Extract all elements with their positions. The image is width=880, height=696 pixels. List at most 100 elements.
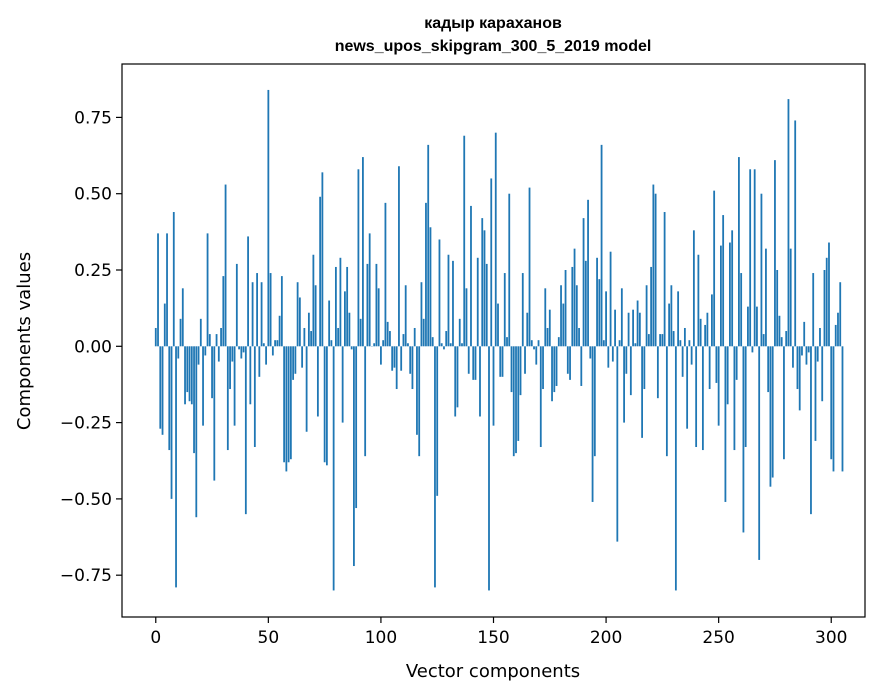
bar (641, 346, 643, 438)
bar (600, 144, 603, 347)
bar (555, 346, 558, 386)
bar (436, 346, 439, 496)
bar (463, 135, 466, 347)
y-axis-label: Components values (14, 252, 35, 430)
bar (240, 346, 243, 359)
bar (206, 233, 209, 347)
bar (285, 346, 288, 472)
bar (769, 346, 772, 487)
bar (366, 263, 369, 347)
bar (447, 254, 450, 347)
bar (350, 346, 353, 350)
bar (611, 346, 614, 362)
bar (316, 346, 319, 417)
bar (472, 346, 475, 380)
bar (557, 337, 560, 347)
bar (287, 346, 290, 463)
bar (593, 346, 596, 457)
bar (587, 199, 589, 347)
bar (819, 327, 821, 347)
bar (271, 346, 274, 356)
bar (328, 300, 331, 347)
y-tick-label: 0.25 (74, 261, 112, 281)
bar (172, 212, 175, 347)
bar (695, 346, 698, 448)
bar (553, 346, 556, 393)
bar (668, 303, 671, 347)
bar (289, 346, 292, 460)
bar (758, 346, 761, 560)
y-tick-label: −0.75 (60, 566, 112, 586)
bar (643, 346, 646, 390)
bar (398, 166, 400, 347)
bar (409, 346, 412, 374)
bar (260, 282, 263, 347)
bar (616, 346, 619, 542)
y-tick-label: −0.50 (60, 490, 112, 510)
bar (413, 327, 416, 347)
bar (353, 346, 355, 567)
bar (591, 346, 594, 502)
bar (384, 202, 387, 347)
bar (650, 266, 653, 347)
bar (812, 273, 815, 347)
bar (765, 248, 767, 347)
bar (810, 346, 812, 515)
bar (305, 346, 308, 432)
bar (524, 346, 526, 374)
y-tick-label: 0.00 (74, 337, 112, 357)
bar (528, 187, 531, 347)
bar (247, 236, 249, 347)
bar (188, 346, 191, 402)
bar (175, 346, 177, 588)
bar (483, 230, 486, 347)
bar (801, 346, 803, 356)
bar (368, 233, 371, 347)
bar (458, 318, 461, 347)
bar (330, 340, 333, 347)
bar (456, 346, 459, 408)
bar (213, 346, 216, 481)
bar (280, 276, 283, 347)
bar (566, 346, 569, 374)
bar (402, 334, 405, 347)
bar (373, 343, 376, 347)
bar (598, 279, 601, 347)
bar (488, 346, 490, 591)
bar (731, 230, 734, 347)
bar (618, 340, 621, 347)
bar (479, 346, 481, 417)
bar (184, 346, 186, 405)
bar (256, 273, 258, 347)
bar (249, 346, 252, 405)
bar (794, 120, 797, 347)
bar (720, 245, 722, 347)
bar (337, 327, 340, 347)
bar (226, 346, 229, 451)
bar (656, 346, 659, 399)
bar (467, 346, 470, 374)
bar (659, 334, 662, 347)
bar (692, 230, 695, 347)
bar (224, 184, 227, 347)
bar (341, 346, 344, 423)
bar (575, 285, 578, 347)
bar (438, 239, 441, 347)
bar (690, 346, 693, 365)
bar (325, 346, 328, 466)
bar (571, 266, 574, 347)
bar (494, 132, 497, 347)
bar (551, 346, 553, 402)
bar (823, 270, 826, 347)
bar (310, 331, 313, 347)
bar (722, 215, 725, 347)
bar (715, 346, 718, 383)
bar (443, 346, 445, 350)
bar (726, 346, 729, 405)
bar (814, 346, 817, 441)
bar (179, 318, 182, 347)
bar (774, 160, 776, 347)
bar (663, 212, 666, 347)
bar (672, 331, 675, 347)
bar (294, 346, 297, 374)
